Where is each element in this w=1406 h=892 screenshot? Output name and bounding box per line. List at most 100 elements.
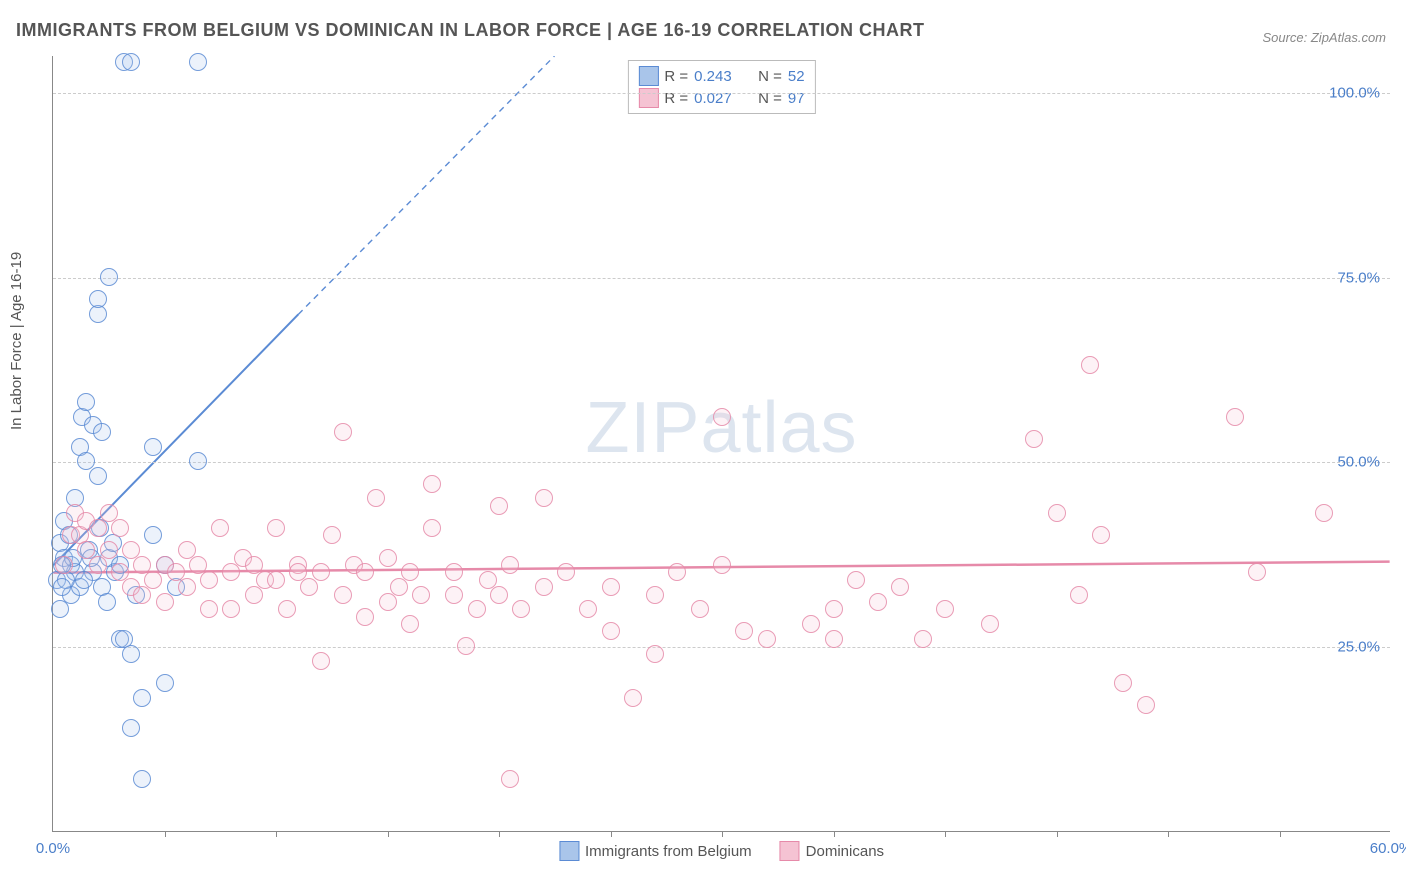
- legend-item: Immigrants from Belgium: [559, 841, 752, 861]
- data-point: [312, 652, 330, 670]
- data-point: [200, 571, 218, 589]
- x-tick-mark: [388, 831, 389, 837]
- legend-stat-row: R =0.027N =97: [638, 87, 804, 109]
- gridline: [53, 462, 1390, 463]
- data-point: [89, 290, 107, 308]
- legend-label: Dominicans: [806, 843, 884, 860]
- data-point: [144, 571, 162, 589]
- x-tick-mark: [834, 831, 835, 837]
- data-point: [89, 467, 107, 485]
- data-point: [825, 630, 843, 648]
- data-point: [111, 519, 129, 537]
- x-tick-mark: [276, 831, 277, 837]
- data-point: [51, 600, 69, 618]
- data-point: [211, 519, 229, 537]
- legend-swatch: [638, 88, 658, 108]
- data-point: [758, 630, 776, 648]
- data-point: [1226, 408, 1244, 426]
- data-point: [490, 497, 508, 515]
- data-point: [379, 549, 397, 567]
- gridline: [53, 93, 1390, 94]
- x-tick-mark: [1280, 831, 1281, 837]
- data-point: [267, 519, 285, 537]
- data-point: [100, 268, 118, 286]
- data-point: [1048, 504, 1066, 522]
- n-label: N =: [758, 68, 782, 85]
- data-point: [122, 645, 140, 663]
- gridline: [53, 278, 1390, 279]
- y-tick-label: 50.0%: [1337, 454, 1380, 471]
- legend-swatch: [559, 841, 579, 861]
- x-tick-mark: [722, 831, 723, 837]
- data-point: [557, 563, 575, 581]
- data-point: [468, 600, 486, 618]
- legend-stat-row: R =0.243N =52: [638, 65, 804, 87]
- data-point: [1137, 696, 1155, 714]
- data-point: [75, 571, 93, 589]
- data-point: [390, 578, 408, 596]
- data-point: [98, 593, 116, 611]
- data-point: [312, 563, 330, 581]
- data-point: [445, 586, 463, 604]
- data-point: [735, 622, 753, 640]
- data-point: [423, 475, 441, 493]
- x-tick-label: 0.0%: [36, 840, 70, 857]
- data-point: [245, 586, 263, 604]
- data-point: [981, 615, 999, 633]
- data-point: [668, 563, 686, 581]
- data-point: [490, 586, 508, 604]
- data-point: [144, 526, 162, 544]
- data-point: [535, 578, 553, 596]
- plot-area: ZIPatlas R =0.243N =52R =0.027N =97 Immi…: [52, 56, 1390, 832]
- data-point: [278, 600, 296, 618]
- data-point: [156, 593, 174, 611]
- data-point: [222, 600, 240, 618]
- data-point: [825, 600, 843, 618]
- data-point: [602, 578, 620, 596]
- data-point: [891, 578, 909, 596]
- data-point: [53, 578, 71, 596]
- data-point: [55, 556, 73, 574]
- data-point: [133, 770, 151, 788]
- data-point: [323, 526, 341, 544]
- data-point: [512, 600, 530, 618]
- chart-title: IMMIGRANTS FROM BELGIUM VS DOMINICAN IN …: [16, 20, 925, 41]
- data-point: [1092, 526, 1110, 544]
- data-point: [144, 438, 162, 456]
- trend-lines-layer: [53, 56, 1390, 831]
- x-tick-mark: [499, 831, 500, 837]
- y-tick-label: 75.0%: [1337, 269, 1380, 286]
- data-point: [189, 53, 207, 71]
- legend-item: Dominicans: [780, 841, 884, 861]
- data-point: [222, 563, 240, 581]
- data-point: [869, 593, 887, 611]
- data-point: [936, 600, 954, 618]
- x-tick-mark: [165, 831, 166, 837]
- r-label: R =: [664, 68, 688, 85]
- data-point: [691, 600, 709, 618]
- y-tick-label: 100.0%: [1329, 84, 1380, 101]
- y-tick-label: 25.0%: [1337, 639, 1380, 656]
- data-point: [445, 563, 463, 581]
- data-point: [914, 630, 932, 648]
- data-point: [579, 600, 597, 618]
- data-point: [401, 563, 419, 581]
- r-value: 0.243: [694, 68, 742, 85]
- data-point: [401, 615, 419, 633]
- data-point: [77, 393, 95, 411]
- data-point: [535, 489, 553, 507]
- source-attribution: Source: ZipAtlas.com: [1262, 30, 1386, 45]
- legend-swatch: [780, 841, 800, 861]
- data-point: [501, 770, 519, 788]
- data-point: [1248, 563, 1266, 581]
- data-point: [379, 593, 397, 611]
- data-point: [267, 571, 285, 589]
- data-point: [646, 645, 664, 663]
- data-point: [356, 563, 374, 581]
- data-point: [122, 53, 140, 71]
- data-point: [1315, 504, 1333, 522]
- data-point: [624, 689, 642, 707]
- data-point: [1070, 586, 1088, 604]
- data-point: [602, 622, 620, 640]
- legend-series: Immigrants from Belgium Dominicans: [559, 841, 884, 861]
